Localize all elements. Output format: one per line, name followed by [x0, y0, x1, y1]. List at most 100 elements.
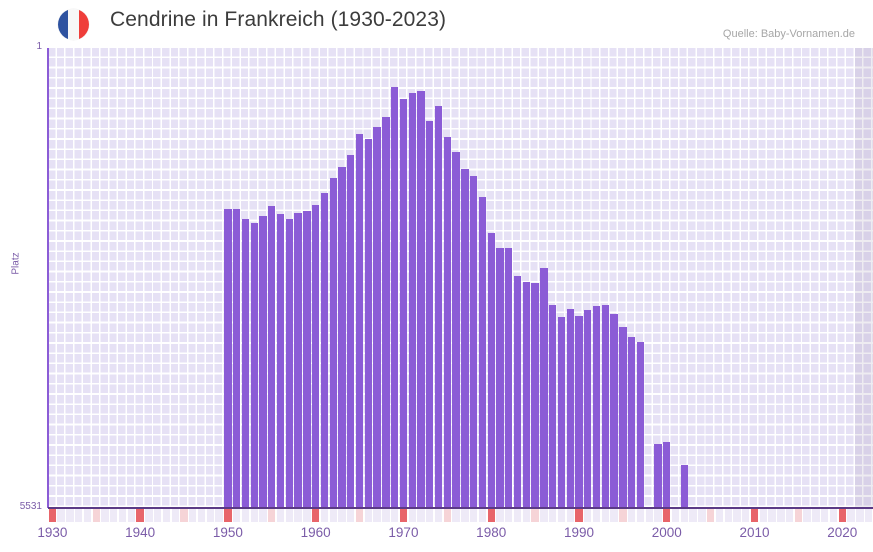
- bar-1977: [461, 169, 469, 508]
- x-tick-1956: [276, 509, 285, 522]
- bar-1972: [417, 91, 425, 508]
- x-tick-2001: [671, 509, 680, 522]
- bar-1951: [233, 208, 241, 508]
- bar-1950: [224, 209, 232, 508]
- x-tick-1952: [241, 509, 250, 522]
- bar-1982: [505, 248, 513, 508]
- x-tick-1933: [75, 509, 83, 522]
- bar-1957: [285, 218, 294, 508]
- x-tick-1931: [57, 509, 65, 522]
- x-tick-2016: [803, 509, 811, 522]
- x-tick-2022: [856, 509, 864, 522]
- x-tick-1950: [224, 509, 232, 522]
- x-tick-1984: [522, 509, 530, 522]
- plot-area: [48, 48, 873, 508]
- x-axis-label-1970: 1970: [388, 525, 419, 540]
- bar-1952: [241, 218, 250, 508]
- x-tick-2019: [829, 509, 838, 522]
- x-tick-2013: [777, 509, 785, 522]
- x-tick-1997: [636, 509, 645, 522]
- x-tick-1966: [364, 509, 373, 522]
- x-tick-1970: [399, 509, 408, 522]
- x-tick-1996: [627, 509, 636, 522]
- bar-1979: [478, 196, 487, 508]
- x-tick-1945: [180, 509, 188, 522]
- bar-1968: [382, 117, 390, 508]
- x-tick-1993: [601, 509, 609, 522]
- x-tick-1930: [48, 509, 57, 522]
- bar-1960: [312, 205, 320, 508]
- x-tick-1949: [215, 509, 223, 522]
- bar-1999: [654, 443, 662, 508]
- x-tick-1990: [575, 509, 583, 522]
- x-tick-1964: [347, 509, 355, 522]
- bar-1987: [548, 305, 557, 508]
- x-tick-1953: [250, 509, 258, 522]
- x-tick-1973: [426, 509, 434, 522]
- x-tick-1951: [233, 509, 241, 522]
- bar-1984: [522, 281, 530, 508]
- x-tick-1962: [329, 509, 337, 522]
- chart-header: Cendrine in Frankreich (1930-2023) Quell…: [0, 0, 873, 44]
- x-tick-1999: [654, 509, 662, 522]
- x-tick-2015: [794, 509, 803, 522]
- x-tick-1954: [259, 509, 267, 522]
- france-flag-icon: [58, 9, 89, 40]
- bar-series: [48, 48, 873, 508]
- x-tick-1936: [101, 509, 109, 522]
- x-tick-2011: [759, 509, 767, 522]
- bar-1976: [452, 151, 460, 508]
- x-tick-2004: [698, 509, 706, 522]
- bar-1989: [566, 309, 574, 508]
- x-tick-1948: [206, 509, 215, 522]
- x-axis-label-2010: 2010: [739, 525, 770, 540]
- x-tick-1937: [110, 509, 118, 522]
- bar-1983: [513, 275, 522, 508]
- bar-1954: [259, 216, 267, 508]
- bar-1973: [426, 121, 434, 508]
- x-tick-1932: [66, 509, 74, 522]
- bar-1953: [250, 223, 258, 508]
- x-axis-label-1960: 1960: [300, 525, 331, 540]
- x-tick-1987: [548, 509, 557, 522]
- x-tick-1983: [513, 509, 522, 522]
- bar-1965: [355, 133, 364, 508]
- x-tick-1974: [434, 509, 443, 522]
- x-tick-2008: [733, 509, 741, 522]
- x-axis-label-1950: 1950: [212, 525, 243, 540]
- bar-1974: [434, 106, 443, 508]
- bar-2002: [680, 464, 688, 508]
- x-axis-label-1990: 1990: [563, 525, 594, 540]
- x-tick-1969: [390, 509, 399, 522]
- x-tick-1980: [487, 509, 495, 522]
- x-tick-2014: [785, 509, 794, 522]
- bar-1995: [619, 326, 627, 508]
- x-tick-1934: [83, 509, 92, 522]
- x-tick-1938: [118, 509, 127, 522]
- bar-1993: [601, 305, 609, 508]
- x-tick-1977: [461, 509, 469, 522]
- bar-1994: [610, 314, 618, 508]
- x-tick-2018: [821, 509, 829, 522]
- bar-1959: [303, 211, 311, 508]
- x-axis-label-2000: 2000: [651, 525, 682, 540]
- x-tick-1967: [373, 509, 381, 522]
- x-axis-label-2020: 2020: [827, 525, 858, 540]
- x-tick-1995: [619, 509, 627, 522]
- bar-1975: [443, 137, 451, 508]
- x-tick-1968: [382, 509, 390, 522]
- x-tick-1991: [584, 509, 592, 522]
- x-tick-2000: [663, 509, 671, 522]
- bar-1992: [592, 305, 601, 508]
- x-tick-1975: [443, 509, 451, 522]
- bar-1970: [399, 98, 408, 508]
- x-tick-2003: [689, 509, 697, 522]
- x-tick-1955: [268, 509, 276, 522]
- x-tick-1982: [505, 509, 513, 522]
- x-tick-1940: [136, 509, 144, 522]
- bar-1963: [338, 166, 346, 508]
- bar-1985: [531, 283, 539, 508]
- x-tick-1961: [320, 509, 329, 522]
- bar-1969: [390, 87, 399, 508]
- x-tick-2017: [812, 509, 820, 522]
